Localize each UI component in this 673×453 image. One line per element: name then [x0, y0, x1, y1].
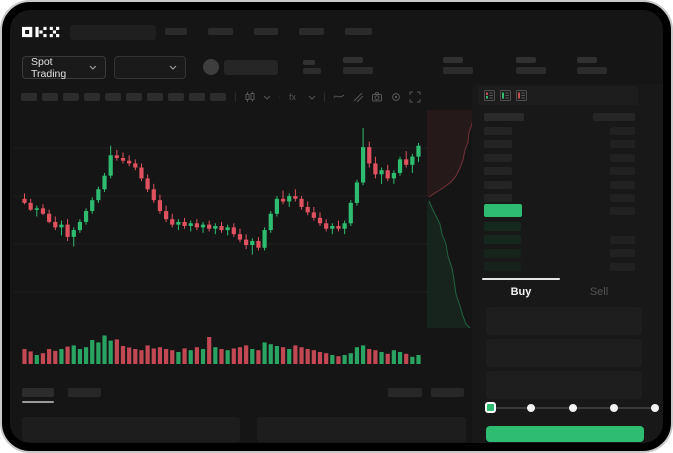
chevron-down-icon: [89, 65, 97, 70]
amount-slider-handle[interactable]: [485, 402, 496, 413]
bid-row-skeleton[interactable]: [484, 222, 521, 231]
amount-row-skeleton: [610, 140, 635, 149]
ticker-stat-skeleton: [577, 67, 607, 74]
indicator-fx-icon[interactable]: fx: [288, 91, 301, 103]
timeframe-pill-skeleton[interactable]: [168, 93, 184, 101]
timeframe-pill-skeleton[interactable]: [84, 93, 100, 101]
ticker-stat-skeleton: [343, 67, 373, 74]
candlestick-chart[interactable]: [14, 106, 428, 368]
fullscreen-icon[interactable]: [409, 91, 421, 103]
order-amount-field[interactable]: [486, 339, 642, 367]
bottom-action-skeleton[interactable]: [431, 388, 464, 397]
ask-row-skeleton[interactable]: [484, 127, 512, 135]
ticker-stat-skeleton: [516, 67, 546, 74]
book-bids-icon[interactable]: [500, 90, 511, 101]
bid-row-skeleton[interactable]: [484, 262, 521, 272]
settings-gear-icon[interactable]: [390, 91, 402, 103]
bottom-action-skeleton[interactable]: [388, 388, 422, 397]
ticker-stat-skeleton: [303, 60, 315, 65]
amount-row-skeleton: [610, 194, 635, 202]
chevron-down-icon[interactable]: [263, 95, 271, 100]
wave-icon[interactable]: [333, 91, 345, 103]
book-asks-icon[interactable]: [516, 90, 527, 101]
chart-tools: | · fx |: [234, 90, 421, 104]
buy-submit-button[interactable]: [486, 426, 644, 442]
ticker-stat-skeleton: [516, 57, 536, 63]
timeframe-pill-skeleton[interactable]: [105, 93, 121, 101]
market-type-dropdown[interactable]: Spot Trading: [22, 55, 106, 80]
ticker-stat-skeleton: [443, 67, 473, 74]
coin-avatar: [203, 59, 219, 75]
ask-row-skeleton[interactable]: [484, 140, 512, 149]
slider-stop-dot[interactable]: [651, 404, 659, 412]
depth-chart: [427, 109, 476, 329]
orders-panel-skeleton: [22, 417, 240, 442]
amount-row-skeleton: [610, 207, 635, 216]
camera-icon[interactable]: [371, 91, 383, 103]
timeframe-pill-skeleton[interactable]: [42, 93, 58, 101]
orderbook-price-header-skeleton: [484, 113, 524, 121]
nav-item-skeleton[interactable]: [345, 28, 372, 35]
bottom-tab-skeleton[interactable]: [68, 388, 101, 397]
timeframe-pill-skeleton[interactable]: [189, 93, 205, 101]
pair-select-dropdown[interactable]: [114, 56, 186, 79]
nav-item-skeleton[interactable]: [165, 28, 187, 35]
app-screen: Spot Trading |: [10, 10, 663, 443]
bottom-tab-indicator: [22, 401, 54, 403]
amount-row-skeleton: [610, 249, 635, 258]
divider: |: [322, 91, 326, 103]
pair-name-skeleton: [224, 60, 278, 75]
ticker-stat-skeleton: [343, 57, 363, 63]
amount-row-skeleton: [610, 167, 635, 176]
ask-row-skeleton[interactable]: [484, 153, 512, 162]
okx-logo: [22, 26, 60, 38]
compare-icon[interactable]: [352, 91, 364, 103]
bid-row-skeleton[interactable]: [484, 248, 521, 258]
ticker-stat-skeleton: [577, 57, 597, 63]
slider-stop-dot[interactable]: [568, 404, 577, 412]
divider: ·: [277, 91, 281, 103]
amount-row-skeleton: [610, 236, 635, 244]
active-tab-indicator: [482, 278, 560, 280]
ask-row-skeleton[interactable]: [484, 194, 512, 202]
ticker-stat-skeleton: [443, 57, 463, 63]
svg-text:fx: fx: [289, 92, 297, 102]
tab-buy[interactable]: Buy: [510, 286, 532, 298]
timeframe-row: [21, 93, 226, 101]
bid-row-skeleton[interactable]: [484, 235, 521, 245]
ticker-stat-skeleton: [303, 68, 321, 74]
orderbook-amount-header-skeleton: [593, 113, 635, 121]
market-type-label: Spot Trading: [31, 55, 67, 80]
search-input[interactable]: [70, 25, 156, 40]
orders-panel-skeleton: [257, 417, 466, 442]
ask-row-skeleton[interactable]: [484, 167, 512, 176]
last-price-badge[interactable]: [484, 204, 522, 217]
bottom-tab-skeleton[interactable]: [22, 388, 54, 397]
candles-icon[interactable]: [244, 91, 256, 103]
chevron-down-icon[interactable]: [308, 95, 316, 100]
order-price-field[interactable]: [486, 307, 642, 335]
amount-row-skeleton: [610, 127, 635, 135]
amount-row-skeleton: [610, 180, 635, 189]
timeframe-pill-skeleton[interactable]: [147, 93, 163, 101]
amount-row-skeleton: [610, 262, 635, 271]
ask-row-skeleton[interactable]: [484, 180, 512, 189]
nav-item-skeleton[interactable]: [208, 28, 233, 35]
chevron-down-icon: [169, 65, 177, 70]
slider-stop-dot[interactable]: [527, 404, 536, 412]
book-combined-icon[interactable]: [484, 90, 495, 101]
top-nav: [165, 28, 372, 35]
nav-item-skeleton[interactable]: [254, 28, 278, 35]
timeframe-pill-skeleton[interactable]: [126, 93, 142, 101]
amount-row-skeleton: [610, 153, 635, 162]
timeframe-pill-skeleton[interactable]: [210, 93, 226, 101]
divider: |: [234, 91, 237, 103]
order-total-field[interactable]: [486, 371, 642, 399]
timeframe-pill-skeleton[interactable]: [21, 93, 37, 101]
tab-sell[interactable]: Sell: [589, 286, 609, 298]
slider-stop-dot[interactable]: [609, 404, 618, 412]
nav-item-skeleton[interactable]: [299, 28, 324, 35]
timeframe-pill-skeleton[interactable]: [63, 93, 79, 101]
